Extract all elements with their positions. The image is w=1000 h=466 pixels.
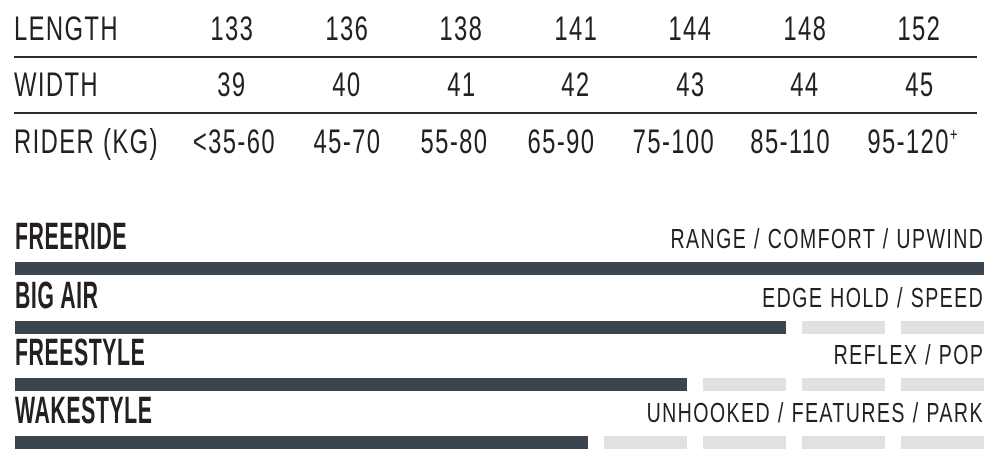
discipline-label: FREERIDE xyxy=(15,216,128,258)
row-label-cell: RIDER (KG) xyxy=(14,125,175,159)
spec-value-cell: 65-90 xyxy=(508,125,615,159)
spec-value-cell: 42 xyxy=(519,68,634,102)
spec-value: 45 xyxy=(905,66,935,104)
spec-value-cell: 41 xyxy=(404,68,519,102)
rating-bar-empty-segment xyxy=(901,436,984,449)
spec-value: 75-100 xyxy=(632,123,716,161)
row-label-cell: LENGTH xyxy=(14,12,175,46)
spec-value: 133 xyxy=(210,10,255,48)
spec-value-cell: 44 xyxy=(748,68,863,102)
discipline-descriptor: REFLEX / POP xyxy=(833,339,984,370)
spec-value: 65-90 xyxy=(527,123,596,161)
rating-bar-empty-segment xyxy=(901,321,984,334)
rating-bar-freeride xyxy=(15,262,984,275)
rating-header: BIG AIR EDGE HOLD / SPEED xyxy=(15,277,984,315)
spec-row-length: LENGTH 133 136 138 141 144 148 152 xyxy=(14,2,977,58)
rating-bar-fill xyxy=(15,262,984,275)
spec-value: 85-110 xyxy=(750,123,831,161)
spec-value: 148 xyxy=(783,10,828,48)
spec-value-cell: 136 xyxy=(290,12,405,46)
rating-header: FREESTYLE REFLEX / POP xyxy=(15,334,984,372)
rating-bar-fill xyxy=(15,321,786,334)
spec-value: 42 xyxy=(561,66,591,104)
rating-bar-empty-segment xyxy=(901,378,984,391)
spec-value-cell: 40 xyxy=(290,68,405,102)
rating-bar-empty-segment xyxy=(802,436,885,449)
rating-row-freestyle: FREESTYLE REFLEX / POP xyxy=(15,334,984,391)
spec-value: 152 xyxy=(897,10,942,48)
spec-value: 45-70 xyxy=(313,123,382,161)
spec-value: 55-80 xyxy=(420,123,489,161)
spec-value-cell: 55-80 xyxy=(401,125,508,159)
row-label: LENGTH xyxy=(14,10,119,48)
spec-value-cell: <35-60 xyxy=(175,125,294,159)
spec-value-cell: 95-120+ xyxy=(848,125,977,159)
rating-row-wakestyle: WAKESTYLE UNHOOKED / FEATURES / PARK xyxy=(15,392,984,449)
rating-bar-wakestyle xyxy=(15,436,984,449)
spec-value: 141 xyxy=(554,10,598,48)
discipline-descriptor: EDGE HOLD / SPEED xyxy=(761,282,984,313)
rating-bar-empty-segment xyxy=(604,436,687,449)
spec-value-cell: 133 xyxy=(175,12,290,46)
spec-value: 43 xyxy=(675,66,706,104)
spec-value-cell: 138 xyxy=(404,12,519,46)
rating-bar-empty-segment xyxy=(802,378,885,391)
spec-value: 40 xyxy=(332,66,362,104)
spec-value: 136 xyxy=(324,10,369,48)
rating-bar-empty-segment xyxy=(703,436,786,449)
row-label: RIDER (KG) xyxy=(14,123,159,161)
discipline-descriptor: RANGE / COMFORT / UPWIND xyxy=(670,223,984,254)
rating-bar-fill xyxy=(15,378,687,391)
spec-value-cell: 148 xyxy=(748,12,863,46)
spec-value: 39 xyxy=(217,66,247,104)
rating-bar-empty-segment xyxy=(802,321,885,334)
spec-row-rider-kg: RIDER (KG) <35-60 45-70 55-80 65-90 75-100 85-… xyxy=(14,114,977,170)
rating-bar-empty-segment xyxy=(703,378,786,391)
spec-value: 41 xyxy=(446,66,477,104)
discipline-label: FREESTYLE xyxy=(15,332,146,374)
spec-value-cell: 141 xyxy=(519,12,634,46)
discipline-descriptor: UNHOOKED / FEATURES / PARK xyxy=(646,397,984,428)
size-table: LENGTH 133 136 138 141 144 148 152 WIDTH 39 40 41 42… xyxy=(14,2,977,170)
spec-value: <35-60 xyxy=(192,123,277,161)
spec-value-cell: 43 xyxy=(633,68,748,102)
spec-value: 95-120+ xyxy=(867,123,958,161)
rating-row-big-air: BIG AIR EDGE HOLD / SPEED xyxy=(15,277,984,334)
rating-bar-fill xyxy=(15,436,588,449)
spec-value-cell: 152 xyxy=(862,12,977,46)
spec-value: 44 xyxy=(790,66,820,104)
rating-bar-big-air xyxy=(15,321,984,334)
rating-header: FREERIDE RANGE / COMFORT / UPWIND xyxy=(15,218,984,256)
rating-bar-freestyle xyxy=(15,378,984,391)
row-label: WIDTH xyxy=(14,66,99,104)
spec-value-cell: 85-110 xyxy=(733,125,848,159)
spec-value-cell: 45-70 xyxy=(294,125,401,159)
spec-value-cell: 39 xyxy=(175,68,290,102)
plus-superscript: + xyxy=(950,123,958,145)
rating-row-freeride: FREERIDE RANGE / COMFORT / UPWIND xyxy=(15,218,984,275)
spec-value-cell: 144 xyxy=(633,12,748,46)
spec-value-cell: 45 xyxy=(862,68,977,102)
discipline-label: BIG AIR xyxy=(15,275,99,317)
spec-value: 144 xyxy=(668,10,713,48)
discipline-label: WAKESTYLE xyxy=(15,390,153,432)
spec-value-cell: 75-100 xyxy=(615,125,733,159)
spec-value: 138 xyxy=(439,10,484,48)
spec-row-width: WIDTH 39 40 41 42 43 44 45 xyxy=(14,58,977,114)
row-label-cell: WIDTH xyxy=(14,68,175,102)
rating-header: WAKESTYLE UNHOOKED / FEATURES / PARK xyxy=(15,392,984,430)
